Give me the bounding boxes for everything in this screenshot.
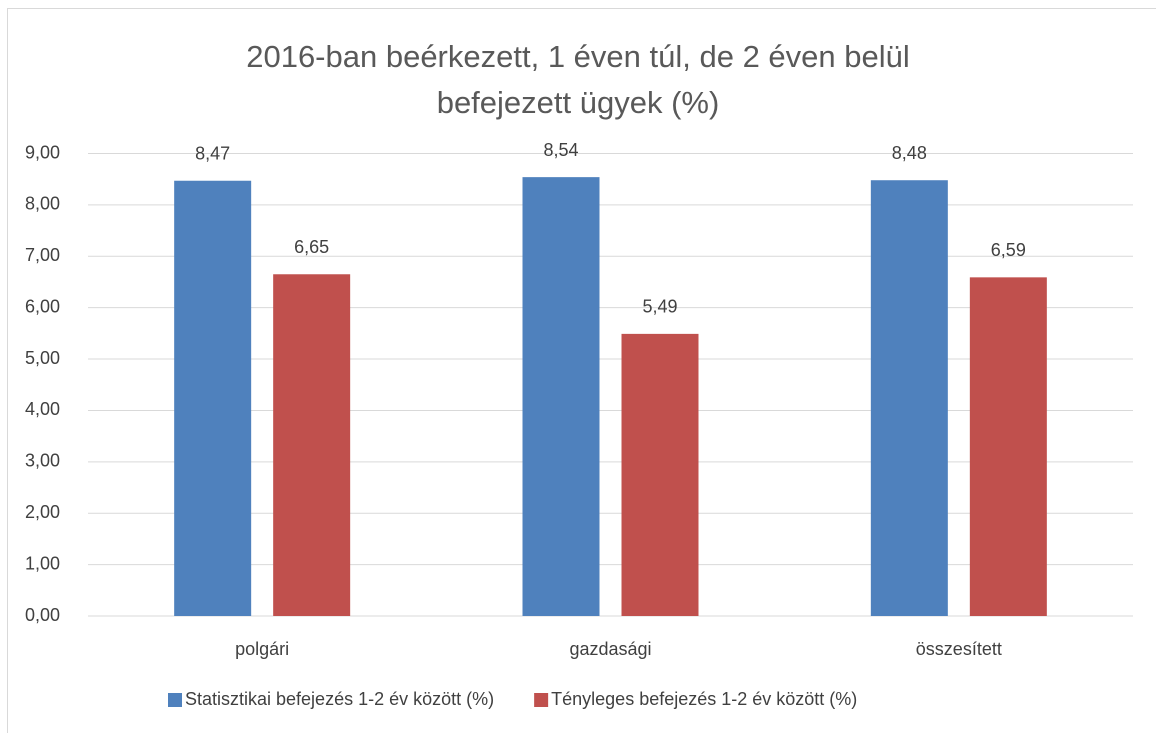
bar xyxy=(969,277,1047,616)
x-tick-label: összesített xyxy=(916,639,1002,659)
y-tick-label: 0,00 xyxy=(25,605,60,625)
data-label: 8,54 xyxy=(543,140,578,160)
bar xyxy=(273,274,351,616)
legend-swatch xyxy=(168,693,182,707)
legend-label: Statisztikai befejezés 1-2 év között (%) xyxy=(185,689,494,709)
data-label: 6,65 xyxy=(294,237,329,257)
data-label: 6,59 xyxy=(991,240,1026,260)
bar xyxy=(870,180,948,616)
y-tick-label: 7,00 xyxy=(25,245,60,265)
x-tick-label: polgári xyxy=(235,639,289,659)
y-tick-label: 9,00 xyxy=(25,142,60,162)
y-tick-label: 4,00 xyxy=(25,399,60,419)
legend-label: Tényleges befejezés 1-2 év között (%) xyxy=(551,689,857,709)
y-tick-label: 6,00 xyxy=(25,296,60,316)
bar xyxy=(621,333,699,616)
chart-frame xyxy=(7,8,1156,733)
chart-title: 2016-ban beérkezett, 1 éven túl, de 2 év… xyxy=(246,39,910,120)
y-tick-label: 3,00 xyxy=(25,451,60,471)
data-label: 8,47 xyxy=(195,143,230,163)
bar xyxy=(522,177,600,616)
y-tick-label: 2,00 xyxy=(25,502,60,522)
bar xyxy=(174,180,252,616)
data-label: 8,48 xyxy=(892,143,927,163)
data-label: 5,49 xyxy=(642,297,677,317)
x-tick-label: gazdasági xyxy=(569,639,651,659)
legend-swatch xyxy=(534,693,549,707)
y-tick-label: 1,00 xyxy=(25,553,60,573)
y-tick-label: 8,00 xyxy=(25,194,60,214)
y-tick-label: 5,00 xyxy=(25,348,60,368)
